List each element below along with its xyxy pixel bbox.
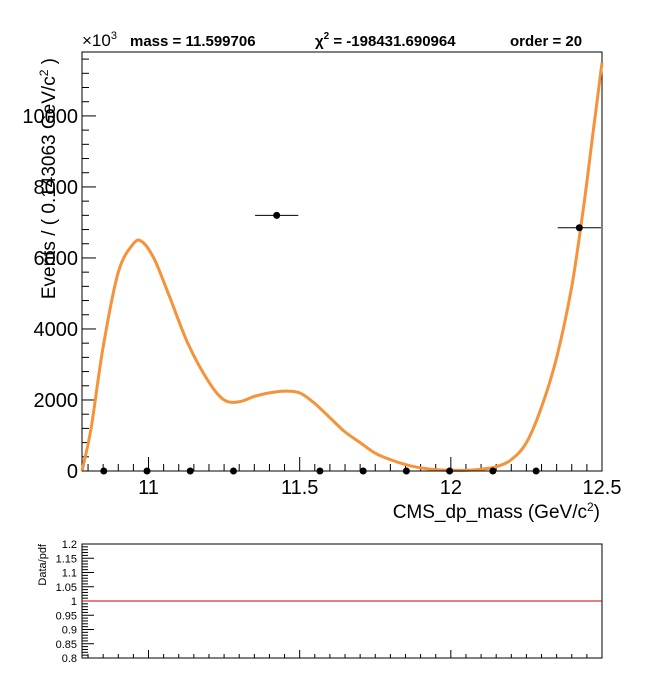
data-point bbox=[100, 467, 108, 475]
ratio-y-tick-label: 1.2 bbox=[62, 539, 77, 551]
main-plot-frame bbox=[81, 51, 603, 472]
ratio-y-tick-label: 1.15 bbox=[56, 553, 77, 565]
pdf-curve bbox=[80, 62, 604, 472]
data-point bbox=[273, 211, 281, 219]
x-tick-label: 11.5 bbox=[281, 477, 318, 499]
ratio-y-axis-title: Data/pdf bbox=[37, 543, 49, 586]
pdf-curve-line bbox=[80, 62, 604, 472]
ratio-y-tick-label: 1.05 bbox=[56, 582, 77, 594]
data-point bbox=[316, 467, 324, 475]
data-point bbox=[186, 467, 194, 475]
ratio-y-tick-label: 0.95 bbox=[56, 610, 77, 622]
x-tick-label: 12 bbox=[440, 477, 462, 499]
y-axis-title: Events / ( 0.143063 GeV/c2 ) bbox=[37, 58, 60, 299]
y-tick-label: 10000 bbox=[22, 106, 78, 128]
order-label: order = 20 bbox=[510, 33, 582, 50]
data-point bbox=[575, 224, 583, 232]
y-tick-label: 4000 bbox=[34, 319, 79, 341]
data-point bbox=[446, 467, 454, 475]
mass-label: mass = 11.599706 bbox=[130, 33, 256, 50]
main-y-axis: 0 2000 4000 6000 8000 10000 bbox=[22, 58, 96, 483]
y-tick-label: 2000 bbox=[34, 390, 79, 412]
data-point bbox=[143, 467, 151, 475]
ratio-y-tick-label: 1 bbox=[71, 596, 77, 608]
x-tick-label: 12.5 bbox=[583, 477, 622, 499]
data-point bbox=[532, 467, 540, 475]
y-tick-label: 0 bbox=[67, 461, 78, 483]
data-points bbox=[82, 211, 601, 475]
x-tick-label: 11 bbox=[138, 477, 159, 499]
data-point bbox=[229, 467, 237, 475]
ratio-y-tick-label: 0.8 bbox=[62, 653, 77, 665]
multiplier-label: ×103 bbox=[82, 30, 117, 50]
data-point bbox=[359, 467, 367, 475]
chi2-label: χ2 = -198431.690964 bbox=[315, 31, 456, 50]
x-axis-title: CMS_dp_mass (GeV/c2) bbox=[393, 500, 600, 523]
data-point bbox=[489, 467, 497, 475]
ratio-x-axis bbox=[87, 650, 603, 658]
main-x-axis: 11 11.5 12 12.5 bbox=[87, 457, 622, 499]
ratio-y-tick-label: 0.85 bbox=[56, 639, 77, 651]
data-point bbox=[402, 467, 410, 475]
ratio-y-axis: 0.8 0.85 0.9 0.95 1 1.05 1.1 1.15 1.2 bbox=[56, 539, 94, 665]
y-tick-label: 8000 bbox=[34, 177, 79, 199]
ratio-y-tick-label: 0.9 bbox=[62, 625, 77, 637]
ratio-y-tick-label: 1.1 bbox=[62, 568, 77, 580]
y-tick-label: 6000 bbox=[34, 248, 79, 270]
